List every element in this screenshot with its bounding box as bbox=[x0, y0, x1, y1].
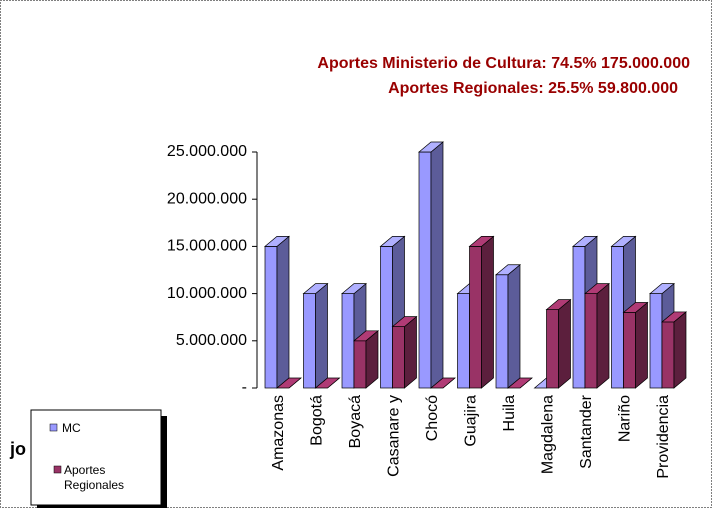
bar-front bbox=[380, 246, 393, 389]
annotation: Aportes Regionales: 25.5% 59.800.000 bbox=[388, 80, 678, 97]
annotation: Aportes Ministerio de Cultura: 74.5% 175… bbox=[317, 55, 690, 72]
bar-top bbox=[622, 302, 649, 313]
bar-top bbox=[264, 236, 290, 247]
legend-label: Aportes Regionales bbox=[64, 463, 125, 492]
bar-side bbox=[315, 282, 328, 389]
bar-top bbox=[391, 316, 418, 327]
bar-top bbox=[572, 236, 598, 247]
x-tick-label: Bogotá bbox=[309, 395, 326, 446]
bar-top bbox=[507, 377, 533, 389]
plot: - 5.000.000 10.000.000 15.000.000 20.000.000… bbox=[167, 141, 687, 479]
bar-top bbox=[649, 283, 675, 294]
y-tick-label: 5.000.000 bbox=[176, 332, 247, 349]
x-tick-label: Casanare y bbox=[386, 395, 403, 477]
y-tick-label: 10.000.000 bbox=[167, 285, 247, 302]
bar-top bbox=[661, 311, 687, 323]
legend-label: MC bbox=[62, 421, 81, 435]
bar-top bbox=[495, 264, 521, 276]
bar-side bbox=[558, 298, 571, 389]
bar-top bbox=[276, 377, 302, 389]
bar-side bbox=[673, 311, 687, 389]
bar-top bbox=[314, 377, 341, 389]
y-tick-label: - bbox=[242, 379, 247, 396]
x-tick-label: Santander bbox=[578, 394, 595, 469]
y-tick-label: 20.000.000 bbox=[167, 190, 247, 207]
bar-front bbox=[303, 293, 316, 389]
bar-side bbox=[276, 235, 290, 389]
bar-top bbox=[468, 236, 495, 247]
legend: MC Aportes Regionales bbox=[30, 409, 167, 511]
bar-top bbox=[430, 377, 456, 389]
x-tick-label: Magdalena bbox=[540, 395, 557, 474]
bar-front bbox=[611, 246, 624, 389]
x-tick-label: Amazonas bbox=[270, 395, 287, 471]
legend-label-wrap: Aportes Regionales bbox=[64, 463, 125, 492]
x-tick-label: Huila bbox=[501, 395, 518, 432]
x-tick-label: Boyacá bbox=[347, 395, 364, 448]
bar-front bbox=[584, 293, 598, 389]
bar-side bbox=[404, 315, 417, 389]
bar-top bbox=[584, 283, 610, 294]
bar-top bbox=[353, 330, 379, 342]
bar-side bbox=[481, 235, 494, 389]
bar-top bbox=[418, 141, 444, 153]
bar-side bbox=[635, 301, 648, 389]
bar-front bbox=[392, 326, 405, 389]
bar-front bbox=[457, 293, 470, 389]
bar-side bbox=[596, 282, 610, 389]
bar-front bbox=[661, 321, 675, 389]
bar-front bbox=[623, 312, 636, 389]
x-tick-label: Guajira bbox=[463, 395, 480, 447]
bar-front bbox=[353, 340, 367, 389]
x-tick-label: Providencia bbox=[655, 395, 672, 479]
x-tick-label: Chocó bbox=[424, 395, 441, 441]
legend-swatch bbox=[53, 465, 62, 474]
bar-front bbox=[418, 151, 432, 389]
bar-front bbox=[469, 246, 482, 389]
bar-top bbox=[341, 283, 367, 294]
bar-front bbox=[546, 309, 559, 389]
bar-side bbox=[507, 263, 521, 389]
x-tick-label: Nariño bbox=[617, 395, 634, 442]
bar-side bbox=[430, 141, 444, 389]
bar-front bbox=[264, 246, 278, 389]
annotation: jo bbox=[9, 439, 26, 459]
legend-swatch bbox=[49, 423, 58, 432]
bar-top bbox=[610, 236, 637, 247]
bar-front bbox=[649, 293, 663, 389]
y-tick-label: 25.000.000 bbox=[167, 143, 247, 160]
y-tick-label: 15.000.000 bbox=[167, 238, 247, 255]
bar-front bbox=[572, 246, 586, 389]
bar-top bbox=[545, 299, 572, 310]
bar-front bbox=[495, 274, 509, 389]
bar-top bbox=[379, 236, 406, 247]
bar-top bbox=[302, 283, 329, 294]
bar-front bbox=[341, 293, 355, 389]
